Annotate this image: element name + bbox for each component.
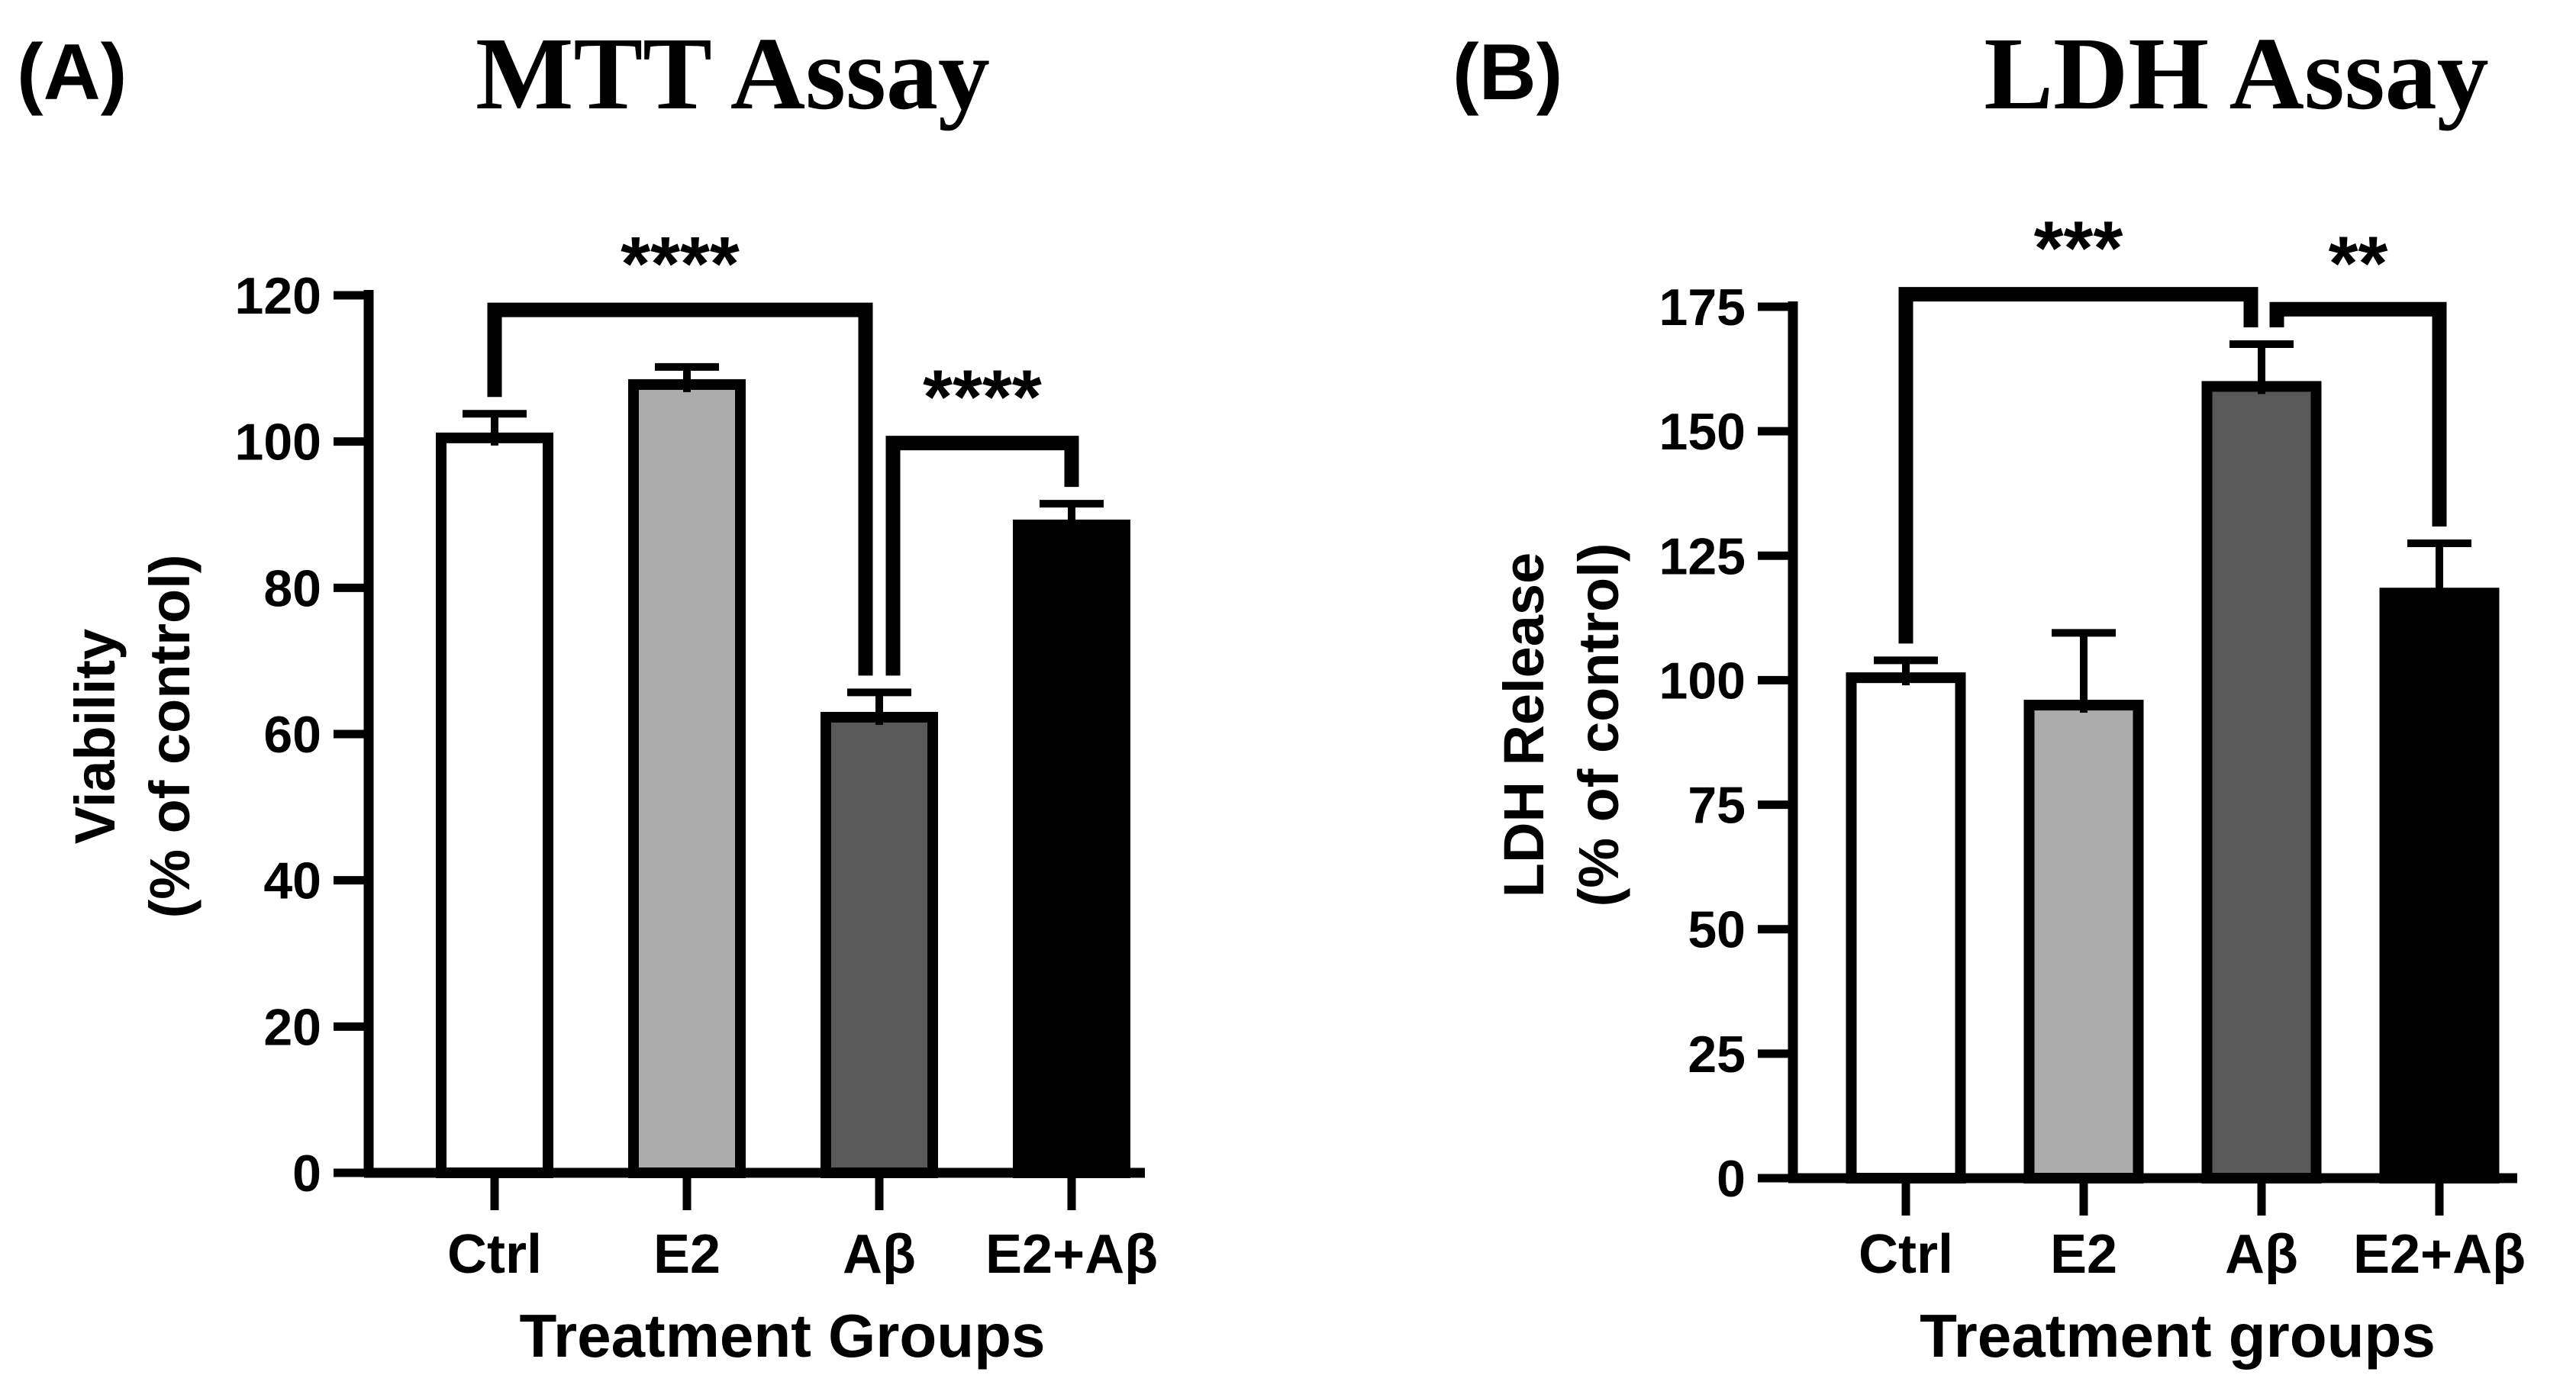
y-tick-label: 75 xyxy=(1688,777,1746,835)
y-tick-label: 175 xyxy=(1659,279,1746,337)
panel-a-ylabel-line2: (% of control) xyxy=(138,555,202,919)
panel-a-ylabel-line1: Viability xyxy=(63,629,127,844)
bar-E2+Aβ xyxy=(2379,588,2500,1184)
x-tick-label: E2+Aβ xyxy=(985,1224,1158,1285)
y-tick-label: 150 xyxy=(1659,403,1746,461)
x-tick-label: Aβ xyxy=(2225,1224,2298,1285)
y-tick-label: 0 xyxy=(292,1145,321,1203)
bar-Aβ xyxy=(821,711,938,1178)
y-tick-label: 20 xyxy=(263,998,321,1056)
y-tick-label: 100 xyxy=(235,414,321,472)
bar-E2+Aβ xyxy=(1013,519,1130,1178)
y-tick-label: 40 xyxy=(263,852,321,910)
x-tick-label: Aβ xyxy=(843,1224,916,1285)
panel-b-letter: (B) xyxy=(1452,28,1562,117)
bar-Ctrl xyxy=(436,432,553,1178)
significance-stars: **** xyxy=(621,221,740,307)
panel-a-letter: (A) xyxy=(17,28,127,117)
y-tick-label: 50 xyxy=(1688,901,1746,959)
x-tick-label: E2 xyxy=(2050,1224,2117,1285)
significance-bracket xyxy=(885,436,1079,676)
panel-b-title: LDH Assay xyxy=(1984,17,2488,131)
significance-bracket xyxy=(1898,287,2258,644)
y-tick-label: 60 xyxy=(263,706,321,764)
bar-Aβ xyxy=(2201,381,2322,1184)
significance-bracket xyxy=(2269,301,2447,527)
bar-E2 xyxy=(628,378,746,1179)
panel-a-xaxis-title: Treatment Groups xyxy=(519,1302,1045,1370)
bar-Ctrl xyxy=(1846,672,1966,1184)
y-tick-label: 80 xyxy=(263,559,321,617)
panel-a-plot: 0 20 40 60 80 100 120 Ctrl E2 Aβ E2+Aβ **** **** xyxy=(235,221,1159,1285)
panel-a-title: MTT Assay xyxy=(476,17,990,131)
x-tick-label: E2 xyxy=(653,1224,721,1285)
panel-b-ylabel-line1: LDH Release xyxy=(1492,552,1556,897)
x-tick-label: Ctrl xyxy=(447,1224,542,1285)
y-tick-label: 100 xyxy=(1659,652,1746,710)
significance-stars: ** xyxy=(2329,221,2388,306)
panel-b-xaxis-title: Treatment groups xyxy=(1920,1302,2436,1370)
significance-stars: *** xyxy=(2034,206,2123,291)
y-tick-label: 125 xyxy=(1659,527,1746,585)
y-tick-label: 25 xyxy=(1688,1026,1746,1084)
significance-stars: **** xyxy=(923,355,1042,440)
x-tick-label: Ctrl xyxy=(1859,1224,1953,1285)
y-tick-label: 120 xyxy=(235,267,321,325)
panel-b-ylabel-line2: (% of control) xyxy=(1567,543,1630,907)
x-tick-label: E2+Aβ xyxy=(2353,1224,2526,1285)
significance-bracket xyxy=(487,302,873,676)
bar-E2 xyxy=(2023,700,2144,1184)
y-tick-label: 0 xyxy=(1717,1150,1746,1208)
